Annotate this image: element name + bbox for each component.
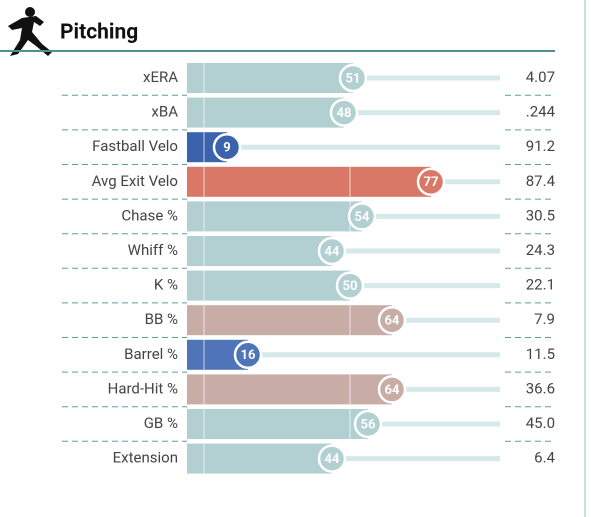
metric-label: Fastball Velo [92, 137, 178, 155]
pitcher-icon [8, 7, 52, 56]
bar [187, 270, 350, 301]
bar [187, 97, 344, 128]
percentile-label: 48 [337, 106, 352, 121]
stat-value: 36.6 [526, 379, 555, 397]
percentile-label: 77 [424, 175, 439, 190]
percentile-label: 54 [355, 210, 370, 225]
stat-value: 91.2 [526, 137, 555, 155]
percentile-dot [335, 271, 365, 300]
percentile-label: 44 [325, 452, 340, 467]
metric-label: Barrel % [124, 345, 178, 363]
bar [187, 166, 431, 197]
stat-value: 6.4 [534, 449, 555, 467]
percentile-dot [317, 444, 347, 473]
bar [187, 443, 332, 474]
metric-label: Hard-Hit % [108, 379, 178, 397]
metric-label: Whiff % [128, 241, 178, 259]
percentile-label: 16 [241, 348, 256, 363]
chart-title: Pitching [60, 21, 138, 45]
percentile-label: 64 [385, 383, 400, 398]
percentile-dot [233, 340, 263, 370]
percentile-label: 44 [325, 244, 340, 259]
percentile-dot [416, 167, 446, 197]
metric-label: Avg Exit Velo [92, 172, 178, 190]
percentile-dot [338, 63, 368, 93]
percentile-label: 64 [385, 314, 400, 329]
metric-label: Extension [113, 449, 178, 467]
bar [187, 236, 332, 266]
percentile-dot [377, 375, 407, 404]
metric-label: xERA [143, 68, 178, 86]
stat-value: 24.3 [526, 241, 555, 259]
bar [187, 201, 362, 232]
percentile-label: 51 [346, 71, 361, 86]
percentile-dot [317, 236, 347, 266]
stat-value: .244 [526, 103, 556, 121]
stat-value: 4.07 [526, 68, 555, 86]
percentile-dot [353, 409, 383, 439]
percentile-label: 56 [361, 417, 376, 432]
metric-label: BB % [145, 310, 178, 328]
metric-label: Chase % [121, 206, 178, 224]
bar [187, 63, 353, 93]
metric-label: K % [154, 276, 178, 294]
bar [187, 374, 392, 405]
metric-label: xBA [151, 103, 178, 121]
stat-value: 45.0 [526, 414, 555, 432]
percentile-label: 9 [223, 141, 230, 156]
percentile-dot [377, 305, 407, 335]
bar [187, 305, 392, 336]
metric-label: GB % [144, 414, 178, 432]
stat-value: 87.4 [526, 172, 556, 190]
bar [187, 409, 368, 439]
percentile-dot [347, 202, 377, 231]
stat-value: 7.9 [534, 310, 555, 328]
stat-value: 30.5 [526, 206, 555, 224]
stat-value: 22.1 [526, 276, 555, 294]
percentile-label: 50 [343, 279, 358, 294]
percentile-dot [329, 98, 359, 127]
percentile-dot [212, 132, 242, 162]
stat-value: 11.5 [526, 345, 555, 363]
